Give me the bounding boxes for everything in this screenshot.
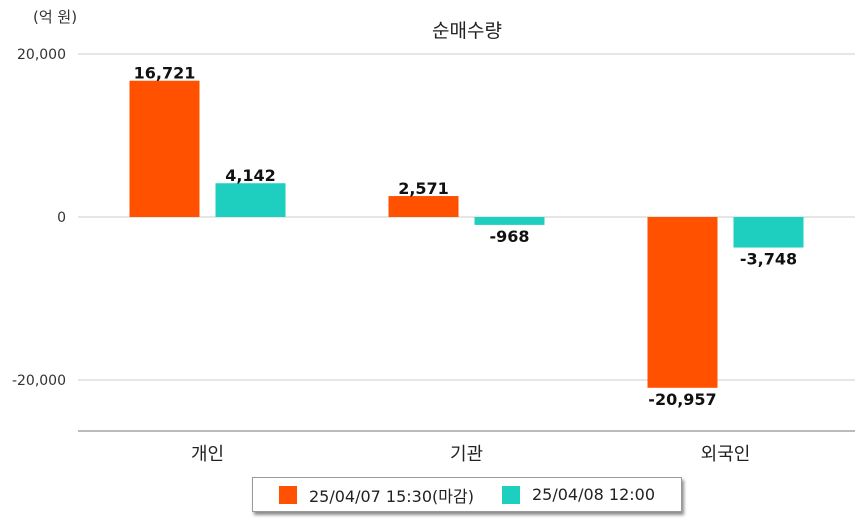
y-tick-label: 20,000 [17,47,66,63]
data-label: -20,957 [648,390,716,409]
bar[interactable] [733,217,804,248]
legend-swatch-series-1 [278,485,297,504]
legend-label-series-2: 25/04/08 12:00 [531,485,656,504]
bar[interactable] [215,183,286,217]
y-axis-ticks: 20,000 0 -20,000 [12,47,66,389]
legend-label-series-1: 25/04/07 15:30(마감) [308,486,474,506]
x-tick-label: 외국인 [701,444,751,465]
legend-swatch-series-2 [501,485,520,504]
legend-item-series-2[interactable]: 25/04/08 12:00 [501,485,656,504]
data-label: -968 [489,227,529,246]
x-tick-label: 기관 [450,444,483,465]
data-labels: 16,721 4,142 2,571 -968 -20,957 -3,748 [134,64,798,409]
legend: 25/04/07 15:30(마감) 25/04/08 12:00 [252,477,682,512]
gridlines [78,53,855,381]
chart-title: 순매수량 [432,20,502,42]
bars [129,80,804,388]
data-label: -3,748 [740,250,797,269]
y-unit-label: (억 원) [33,8,77,26]
bar[interactable] [129,80,200,217]
y-tick-label: 0 [57,210,66,226]
x-tick-label: 개인 [191,444,224,465]
data-label: 4,142 [225,166,276,185]
bar[interactable] [388,196,459,217]
data-label: 2,571 [398,179,449,198]
data-label: 16,721 [134,64,196,83]
x-axis-ticks: 개인 기관 외국인 [191,444,750,465]
bar[interactable] [474,217,545,225]
bar[interactable] [647,217,718,388]
y-tick-label: -20,000 [12,373,66,389]
legend-item-series-1[interactable]: 25/04/07 15:30(마감) [278,483,474,507]
